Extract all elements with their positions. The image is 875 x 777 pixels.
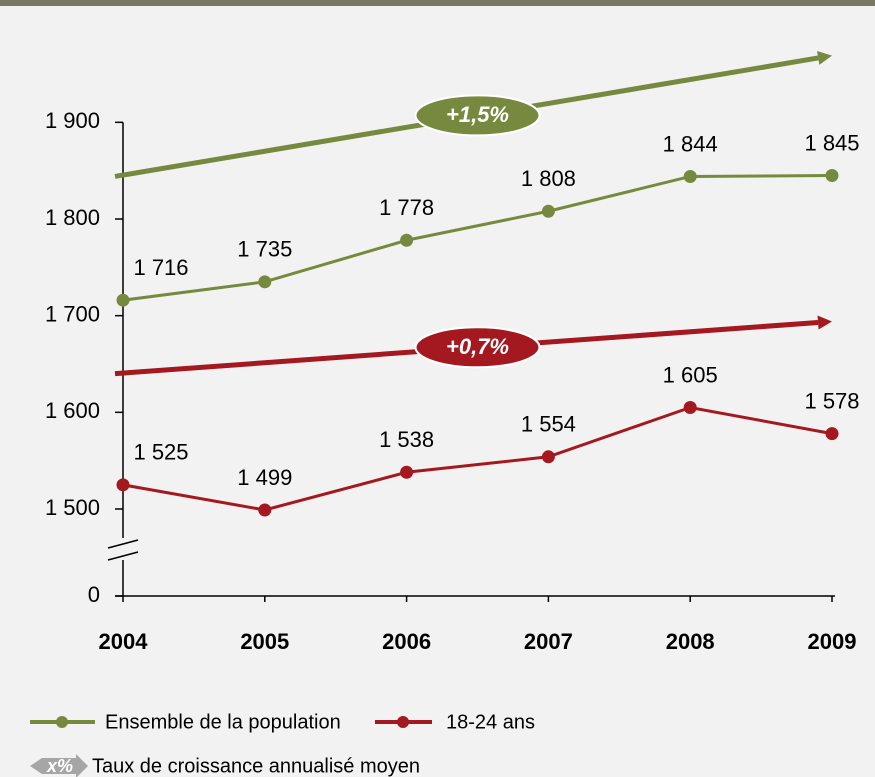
- legend-dot: [397, 716, 409, 728]
- data-label: 1 605: [663, 362, 718, 387]
- data-label: 1 845: [804, 130, 859, 155]
- data-point: [116, 478, 130, 492]
- data-point: [116, 293, 130, 307]
- data-label: 1 808: [521, 166, 576, 191]
- data-label: 1 499: [237, 465, 292, 490]
- series-line: [122, 174, 833, 302]
- x-tick-label: 2007: [524, 629, 573, 654]
- data-point: [541, 450, 555, 464]
- data-label: 1 716: [133, 255, 188, 280]
- legend-trend-symbol: x%: [46, 756, 73, 776]
- legend-label: Ensemble de la population: [105, 711, 341, 733]
- data-point: [825, 427, 839, 441]
- legend-label: 18-24 ans: [446, 711, 535, 733]
- x-tick-label: 2005: [240, 629, 289, 654]
- top-border: [0, 0, 875, 6]
- data-label: 1 844: [663, 131, 718, 156]
- y-tick-label: 1 600: [45, 398, 100, 423]
- trend-label: +0,7%: [446, 334, 509, 359]
- data-point: [683, 169, 697, 183]
- data-point: [683, 401, 697, 414]
- y-tick-label: 1 500: [45, 495, 100, 520]
- trend-arrowhead: [817, 315, 832, 330]
- x-tick-label: 2009: [808, 629, 857, 654]
- trend-arrowhead: [817, 51, 832, 65]
- trend-label: +1,5%: [446, 102, 509, 127]
- legend-trend-icon: [30, 754, 88, 777]
- y-tick-label: 1 800: [45, 205, 100, 230]
- data-label: 1 778: [379, 195, 434, 220]
- axis-break: [107, 539, 139, 549]
- y-tick-label: 0: [88, 582, 100, 607]
- trend-bubble: [414, 326, 541, 369]
- data-point: [541, 204, 555, 218]
- x-tick-label: 2008: [666, 629, 715, 654]
- data-label: 1 538: [379, 427, 434, 452]
- x-tick-label: 2004: [99, 629, 149, 654]
- data-point: [258, 503, 272, 517]
- legend: Ensemble de la population 18-24 ans x% T…: [30, 711, 535, 777]
- data-label: 1 578: [804, 388, 859, 413]
- data-label: 1 554: [521, 412, 576, 437]
- data-point: [258, 275, 272, 289]
- y-tick-label: 1 900: [45, 108, 100, 133]
- axis-break: [107, 551, 139, 561]
- data-point: [400, 465, 414, 479]
- trend-bubble: [414, 94, 541, 137]
- x-tick-label: 2006: [382, 629, 431, 654]
- data-point: [400, 233, 414, 247]
- y-tick-label: 1 700: [45, 301, 100, 326]
- data-label: 1 525: [133, 440, 188, 465]
- data-point: [825, 169, 839, 182]
- data-label: 1 735: [237, 237, 292, 262]
- legend-dot: [56, 716, 68, 728]
- legend-label: Taux de croissance annualisé moyen: [92, 755, 420, 777]
- series-line: [122, 405, 833, 512]
